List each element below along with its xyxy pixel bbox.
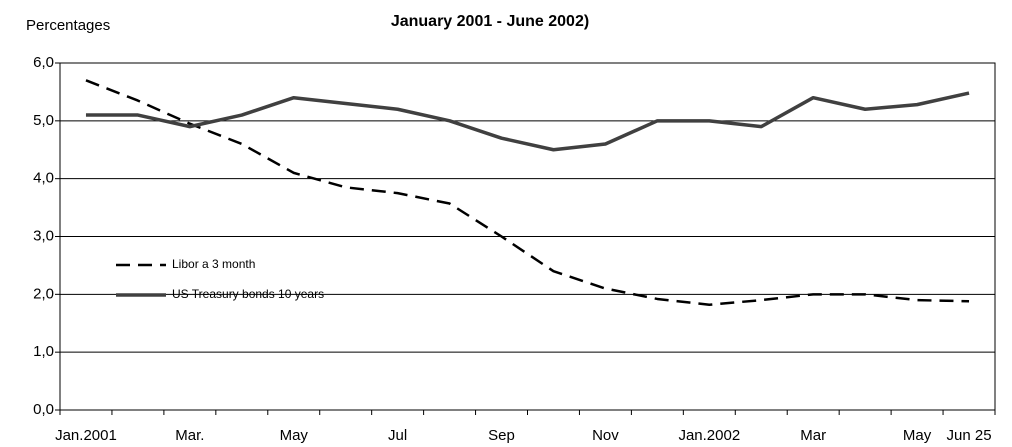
y-tick-label: 1,0 <box>33 343 54 360</box>
x-tick-label: Nov <box>592 427 619 444</box>
y-tick-label: 3,0 <box>33 227 54 244</box>
x-tick-label: May <box>280 427 309 444</box>
x-tick-label: Jan.2002 <box>678 427 740 444</box>
series-line <box>85 91 970 152</box>
x-tick-label: Mar. <box>175 427 204 444</box>
x-tick-label: May <box>903 427 932 444</box>
x-tick-label: Jul <box>388 427 407 444</box>
y-tick-label: 6,0 <box>33 54 54 71</box>
x-tick-label: Jan.2001 <box>55 427 117 444</box>
chart-title: January 2001 - June 2002) <box>391 13 589 30</box>
legend-label: Libor a 3 month <box>172 257 255 271</box>
x-tick-label: Mar <box>800 427 826 444</box>
x-tick-label: Sep <box>488 427 515 444</box>
y-tick-label: 0,0 <box>33 401 54 418</box>
x-tick-label: Jun 25 <box>947 427 992 444</box>
y-tick-label: 4,0 <box>33 170 54 187</box>
y-axis-label: Percentages <box>26 17 110 34</box>
y-tick-label: 2,0 <box>33 285 54 302</box>
series-line <box>85 79 970 306</box>
y-tick-label: 5,0 <box>33 112 54 129</box>
legend-label: US Treasury bonds 10 years <box>172 287 324 301</box>
